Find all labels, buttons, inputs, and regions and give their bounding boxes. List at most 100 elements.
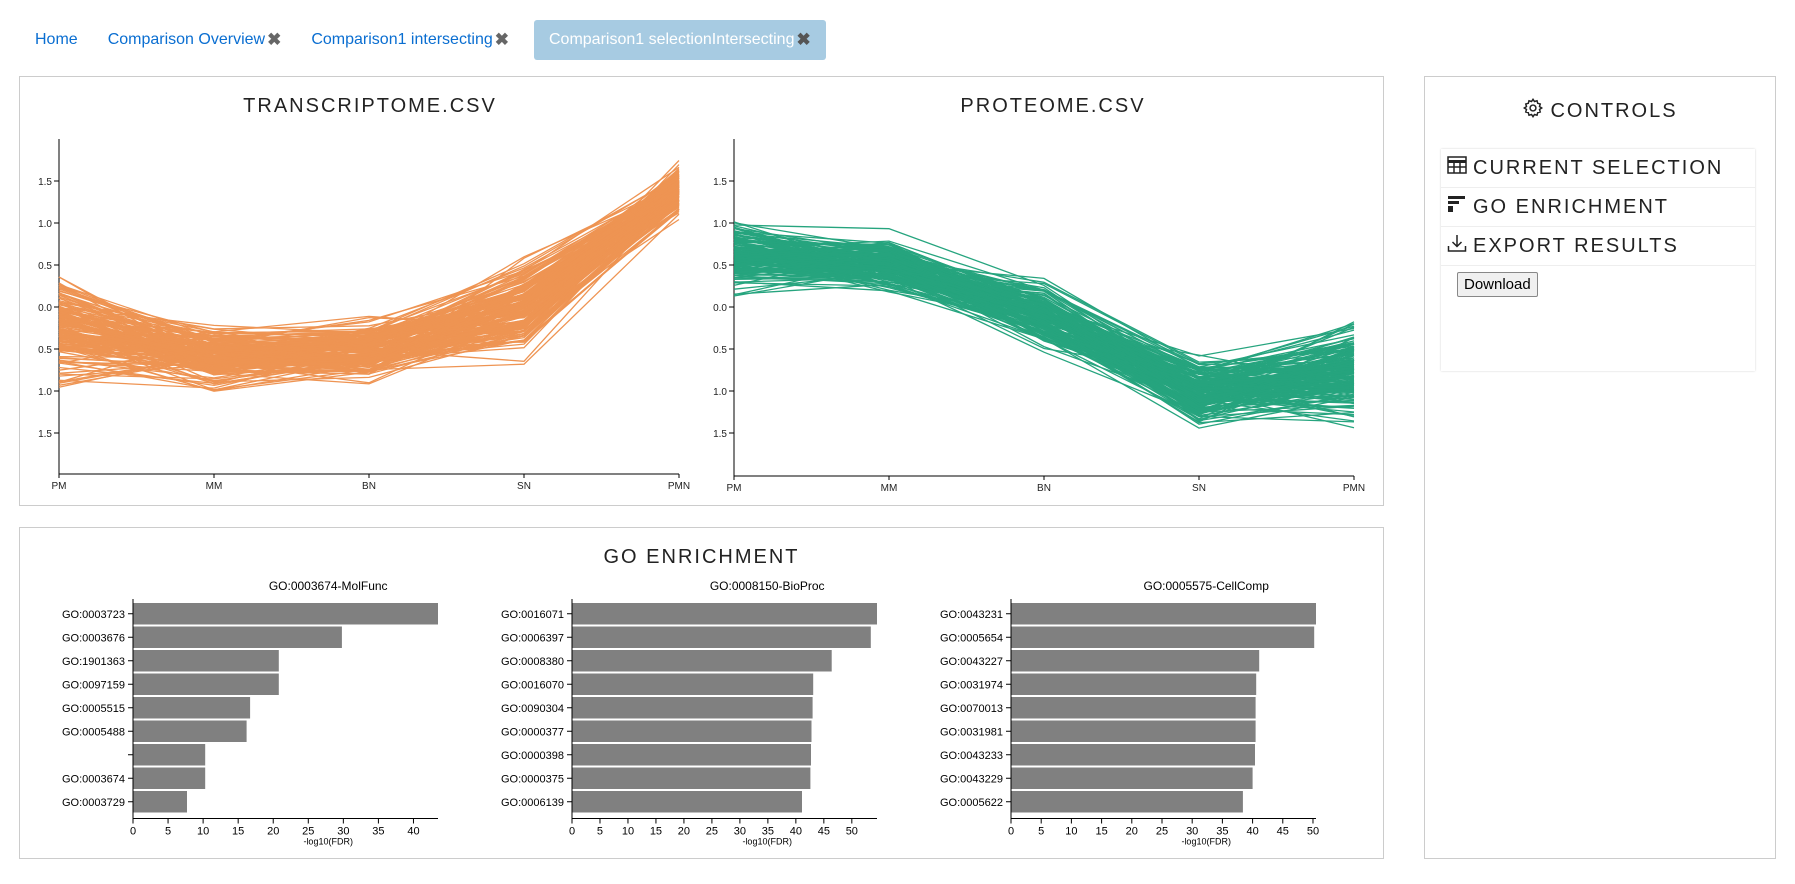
download-button[interactable]: Download xyxy=(1457,272,1538,297)
go-category-label: GO:0006139 xyxy=(501,797,564,809)
go-category-label: GO:0003674 xyxy=(62,773,125,785)
go-category-label: GO:0000398 xyxy=(501,750,564,762)
transcriptome-series-line xyxy=(58,181,680,335)
go-category-label: GO:0005654 xyxy=(940,632,1003,644)
proteome-lines xyxy=(733,221,1355,429)
proteome-series-line xyxy=(733,240,1355,386)
go-category-label: GO:0016071 xyxy=(501,609,564,621)
go-x-tick-label: 30 xyxy=(1186,826,1198,838)
go-x-tick-label: 5 xyxy=(165,826,171,838)
transcriptome-y-tick-label: 1.0 xyxy=(38,219,52,230)
go-bar xyxy=(133,744,206,766)
go-enrichment-item[interactable]: GO ENRICHMENT xyxy=(1441,188,1755,227)
tab-comparison-overview[interactable]: Comparison Overview ✖ xyxy=(93,20,297,60)
go-x-tick-label: 25 xyxy=(706,826,718,838)
transcriptome-x-tick-label: PM xyxy=(52,481,67,492)
proteome-y-tick-label: 1.0 xyxy=(713,387,727,398)
go-category-label: GO:0000377 xyxy=(501,726,564,738)
go-x-tick-label: 50 xyxy=(846,826,858,838)
go-chart-title: GO:0003674-MolFunc xyxy=(269,579,388,593)
bar-chart-icon xyxy=(1447,195,1467,219)
proteome-y-tick-label: 1.5 xyxy=(713,177,727,188)
go-chart-title: GO:0005575-CellComp xyxy=(1143,579,1269,593)
proteome-series-line xyxy=(733,276,1355,383)
go-x-tick-label: 10 xyxy=(197,826,209,838)
close-icon[interactable]: ✖ xyxy=(267,30,282,49)
go-category-label: GO:0005515 xyxy=(62,703,125,715)
proteome-x-tick-label: PM xyxy=(727,483,742,494)
go-category-label: GO:0043233 xyxy=(940,750,1003,762)
proteome-series-line xyxy=(733,246,1355,357)
proteome-series-line xyxy=(733,249,1355,403)
transcriptome-y-tick-label: 0.5 xyxy=(38,345,52,356)
parallel-coordinates-plots[interactable]: 1.5 1.0 0.5 0.0 0.5 1.0 1.5 PM MM BN SN PMN 1.5 1.0 0.… xyxy=(20,77,1383,505)
go-bar xyxy=(133,626,342,648)
tab-comparison1-intersecting[interactable]: Comparison1 intersecting ✖ xyxy=(296,20,524,60)
go-bar xyxy=(1011,626,1315,648)
go-x-tick-label: 15 xyxy=(232,826,244,838)
go-category-label: GO:0070013 xyxy=(940,703,1003,715)
transcriptome-series-line xyxy=(58,175,680,343)
proteome-series-line xyxy=(733,254,1355,405)
go-bar xyxy=(572,697,813,719)
proteome-x-tick-label: SN xyxy=(1192,483,1206,494)
go-bar xyxy=(572,791,802,813)
go-bar xyxy=(572,603,877,625)
transcriptome-series-line xyxy=(58,193,680,340)
transcriptome-series-line xyxy=(58,186,680,363)
go-x-tick-label: 30 xyxy=(337,826,349,838)
transcriptome-x-tick-label: BN xyxy=(362,481,376,492)
go-x-tick-label: 20 xyxy=(1126,826,1138,838)
controls-title: CONTROLS xyxy=(1550,99,1678,122)
close-icon[interactable]: ✖ xyxy=(796,30,811,49)
transcriptome-x-tick-label: MM xyxy=(206,481,223,492)
go-category-label: GO:0003676 xyxy=(62,632,125,644)
go-category-label: GO:0043227 xyxy=(940,656,1003,668)
go-bar xyxy=(572,767,811,789)
go-x-tick-label: 20 xyxy=(267,826,279,838)
go-category-label: GO:0031981 xyxy=(940,726,1003,738)
transcriptome-y-tick-label: 0.5 xyxy=(38,261,52,272)
go-category-label: GO:0090304 xyxy=(501,703,564,715)
proteome-series-line xyxy=(733,276,1355,408)
controls-list: CURRENT SELECTION GO ENRICHMENT EXPORT R… xyxy=(1441,149,1755,371)
proteome-y-tick-label: 0.0 xyxy=(713,303,727,314)
export-body: Download xyxy=(1441,266,1755,366)
go-bar xyxy=(1011,720,1256,742)
tab-comparison1-selection-intersecting[interactable]: Comparison1 selectionIntersecting ✖ xyxy=(534,20,826,60)
current-selection-item[interactable]: CURRENT SELECTION xyxy=(1441,149,1755,188)
go-category-label: GO:0031974 xyxy=(940,679,1003,691)
current-selection-label: CURRENT SELECTION xyxy=(1473,156,1724,179)
go-category-label: GO:0003729 xyxy=(62,797,125,809)
proteome-series-line xyxy=(733,263,1355,378)
tab-bar: Home Comparison Overview ✖ Comparison1 in… xyxy=(20,20,826,60)
transcriptome-y-tick-label: 1.5 xyxy=(38,429,52,440)
go-x-tick-label: 35 xyxy=(372,826,384,838)
go-x-axis-label: -log10(FDR) xyxy=(1181,837,1231,847)
go-category-label: GO:0006397 xyxy=(501,632,564,644)
go-bar xyxy=(133,767,206,789)
download-icon xyxy=(1447,234,1467,258)
close-icon[interactable]: ✖ xyxy=(494,30,509,49)
go-x-tick-label: 0 xyxy=(1008,826,1014,838)
go-x-tick-label: 50 xyxy=(1307,826,1319,838)
go-x-tick-label: 0 xyxy=(569,826,575,838)
go-chart-title: GO:0008150-BioProc xyxy=(710,579,825,593)
transcriptome-series-line xyxy=(58,190,680,348)
transcriptome-series-line xyxy=(58,188,680,364)
go-x-tick-label: 5 xyxy=(597,826,603,838)
go-bar xyxy=(1011,650,1260,672)
transcriptome-series-line xyxy=(58,177,680,363)
go-bar xyxy=(1011,673,1257,695)
transcriptome-series-line xyxy=(58,186,680,350)
tab-home[interactable]: Home xyxy=(20,20,93,60)
go-bar xyxy=(572,650,832,672)
tab-label: Comparison1 selectionIntersecting xyxy=(549,31,795,48)
controls-panel: CONTROLS CURRENT SELECTION xyxy=(1424,76,1776,859)
go-x-tick-label: 10 xyxy=(622,826,634,838)
go-category-label: GO:0005622 xyxy=(940,797,1003,809)
controls-header: CONTROLS xyxy=(1425,97,1775,125)
go-x-tick-label: 5 xyxy=(1038,826,1044,838)
export-results-item[interactable]: EXPORT RESULTS xyxy=(1441,227,1755,266)
go-bar xyxy=(133,720,247,742)
